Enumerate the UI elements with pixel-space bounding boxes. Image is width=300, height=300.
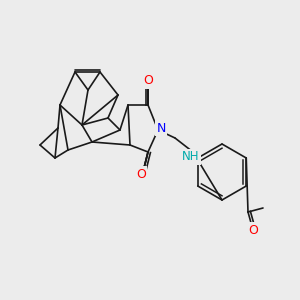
- Text: O: O: [248, 224, 258, 236]
- Text: O: O: [136, 167, 146, 181]
- Text: N: N: [156, 122, 166, 134]
- Text: NH: NH: [182, 151, 200, 164]
- Text: O: O: [143, 74, 153, 88]
